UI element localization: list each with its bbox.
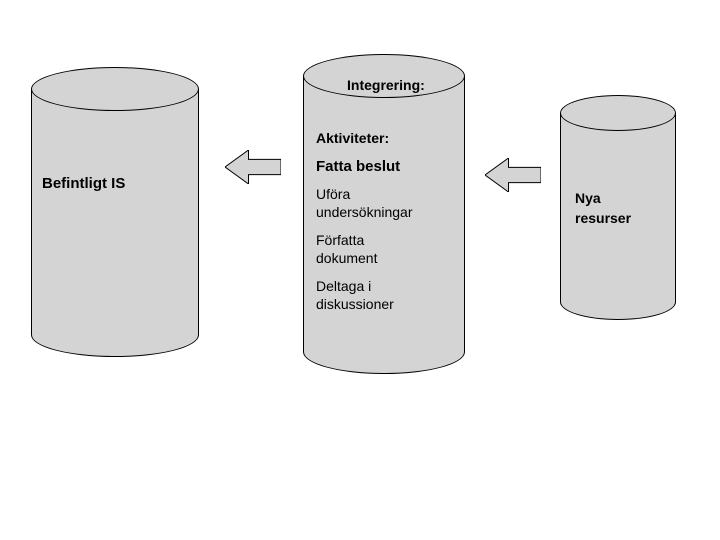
cylinder-left-top [31,67,199,111]
cylinder-left-body [31,89,199,335]
activity-ufora-1: Uföra [316,186,350,202]
cylinder-right-top [560,95,676,131]
activity-ufora-2: undersökningar [316,204,413,220]
activity-deltaga-1: Deltaga i [316,278,371,294]
activity-forfatta-1: Författa [316,232,364,248]
cylinder-right: Nya resurser [560,95,676,320]
activity-fatta-beslut: Fatta beslut [316,158,400,175]
activities-heading: Aktiviteter: [316,130,389,146]
diagram-stage: Befintligt IS Integrering: Aktiviteter: … [0,0,720,540]
arrow-right [485,158,541,192]
cylinder-left-label: Befintligt IS [42,175,125,192]
activity-deltaga-2: diskussioner [316,296,394,312]
activity-forfatta-2: dokument [316,250,377,266]
cylinder-right-label-1: Nya [575,190,601,206]
cylinder-right-body [560,113,676,302]
arrow-left [225,150,281,184]
cylinder-middle-top-label: Integrering: [347,77,425,93]
cylinder-left: Befintligt IS [31,67,199,357]
cylinder-middle: Integrering: Aktiviteter: Fatta beslut U… [303,54,465,374]
cylinder-right-label-2: resurser [575,210,631,226]
